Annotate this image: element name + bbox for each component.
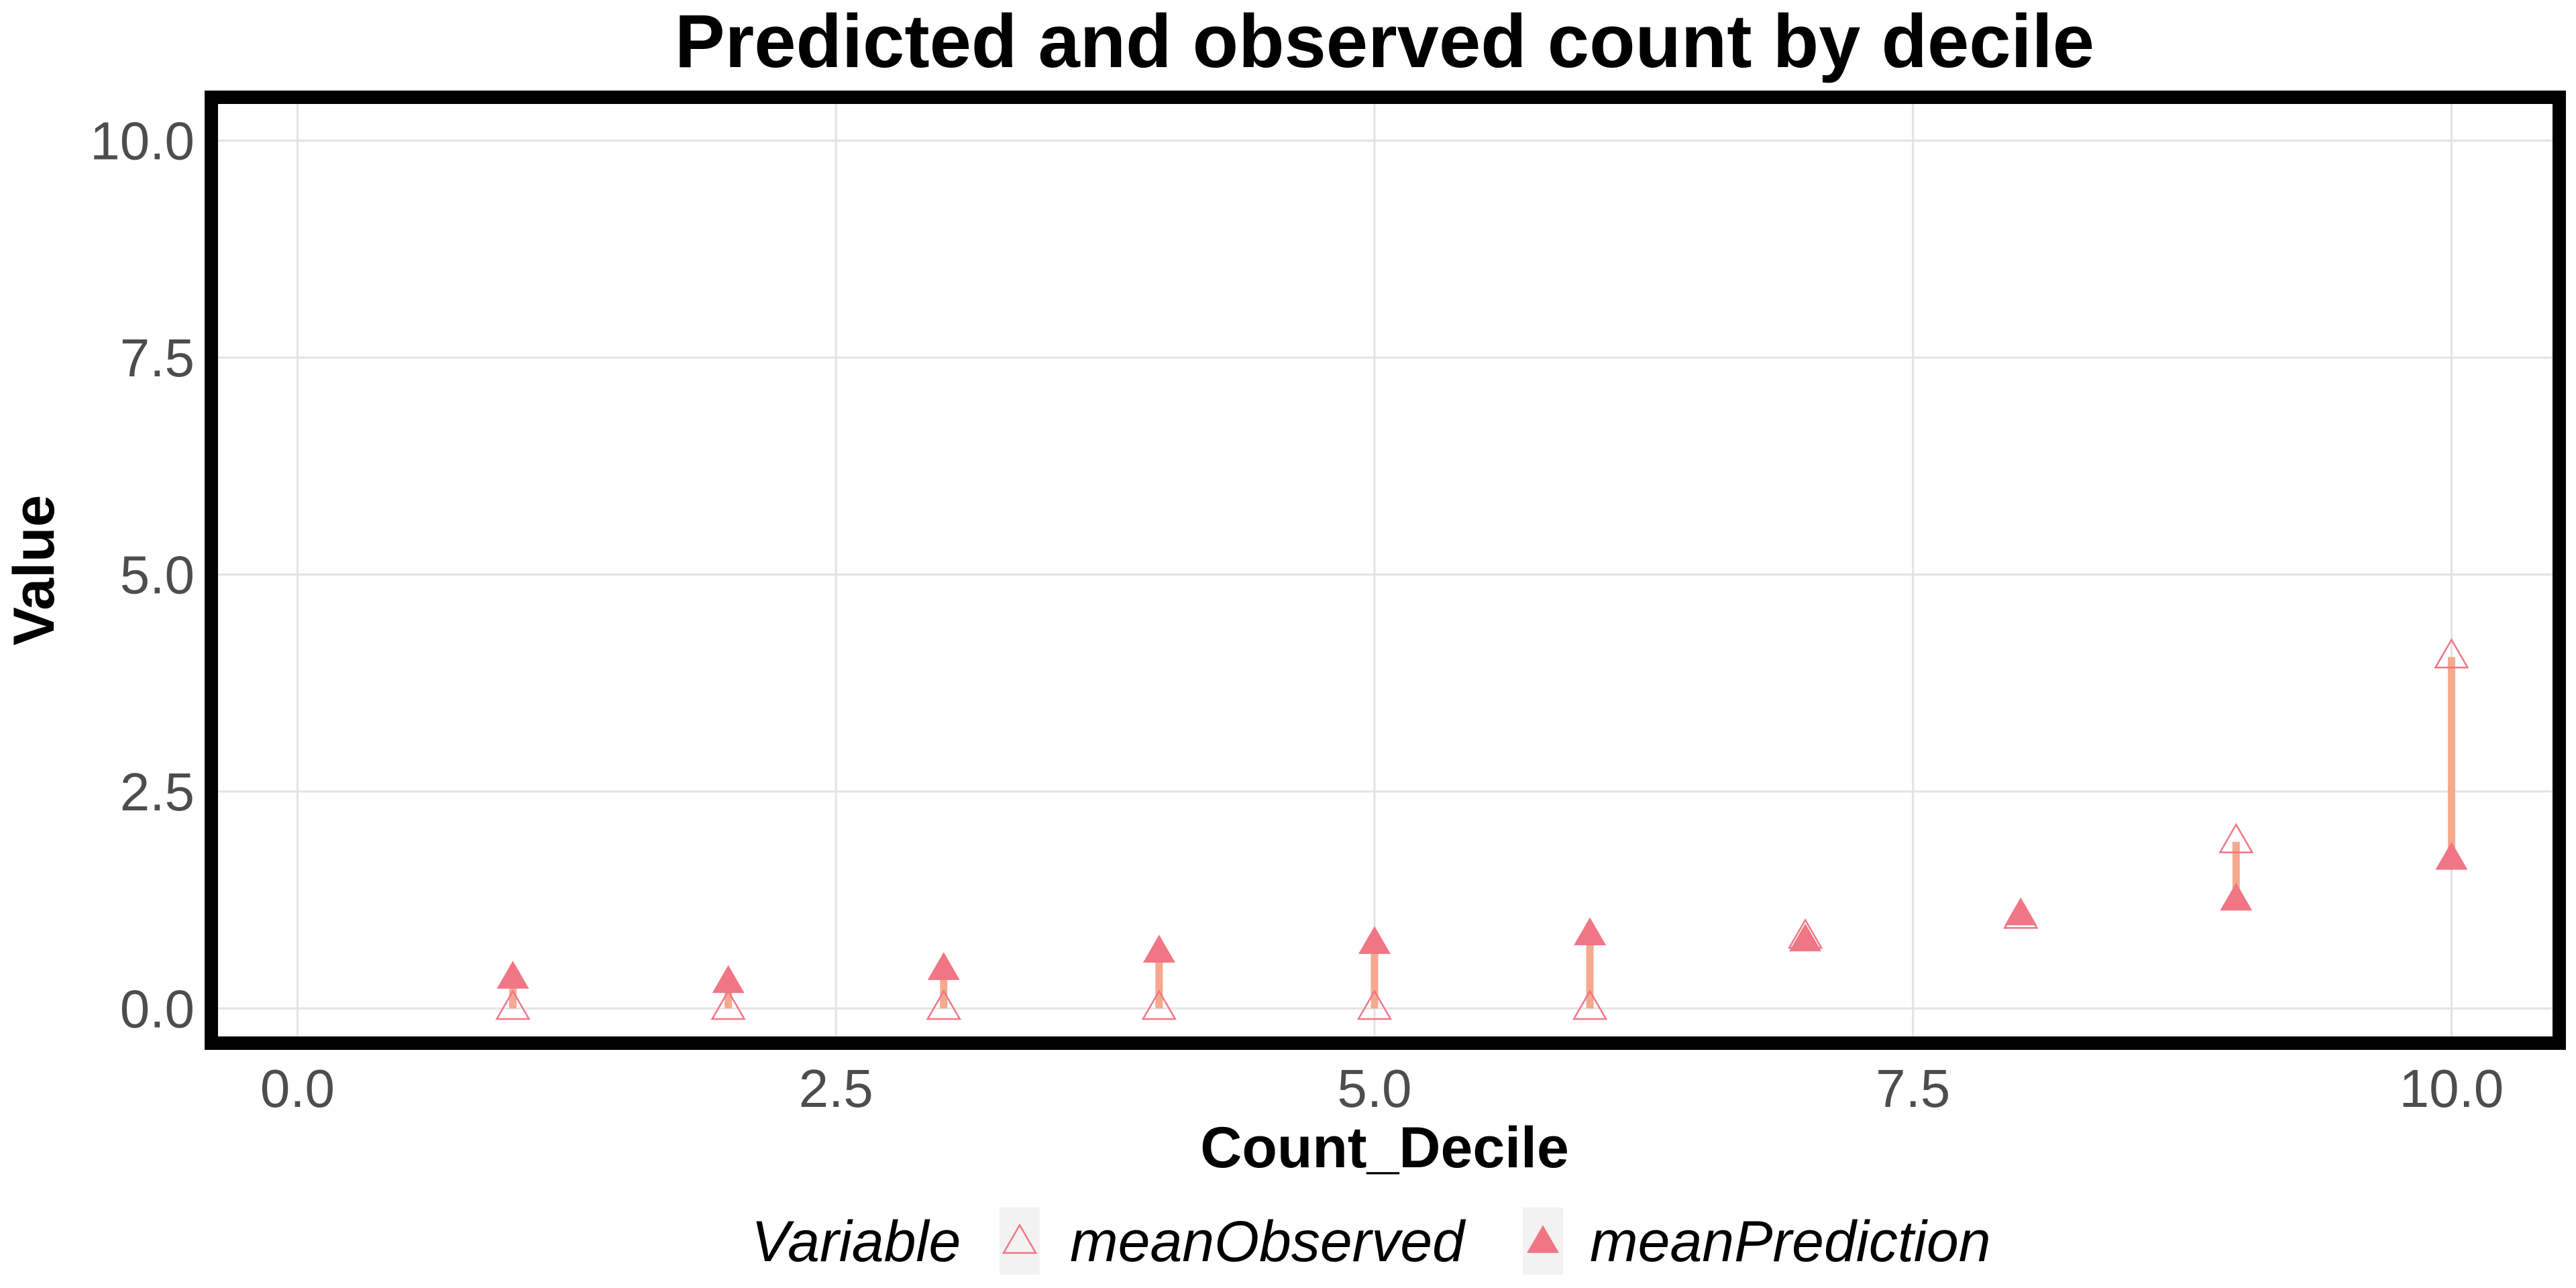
legend-label-meanObserved: meanObserved [1070, 1210, 1466, 1274]
point-meanObserved [1572, 989, 1608, 1020]
y-axis-title: Value [2, 495, 66, 646]
point-meanPrediction [496, 961, 529, 989]
points [495, 638, 2469, 1020]
y-tick-label: 10.0 [90, 111, 195, 171]
legend: Variable meanObserved meanPrediction [751, 1208, 1991, 1275]
point-meanPrediction [1574, 917, 1607, 946]
x-tick-label: 2.5 [799, 1059, 873, 1118]
point-meanObserved [710, 989, 746, 1020]
point-meanPrediction [2004, 897, 2037, 926]
y-tick-label: 2.5 [120, 762, 195, 822]
segments [509, 657, 2455, 1009]
y-tick-label: 7.5 [120, 328, 195, 388]
panel-border [205, 91, 2566, 1050]
x-tick-label: 0.0 [260, 1059, 335, 1118]
point-meanObserved [926, 989, 961, 1020]
point-meanObserved [1356, 989, 1393, 1020]
point-meanPrediction [1789, 923, 1822, 952]
legend-title: Variable [751, 1210, 961, 1274]
point-meanObserved [495, 989, 531, 1020]
x-tick-label: 10.0 [2400, 1059, 2504, 1118]
y-tick-labels: 0.0 2.5 5.0 7.5 10.0 [90, 111, 195, 1039]
legend-marker-meanPrediction [1527, 1225, 1559, 1253]
point-meanPrediction [712, 965, 745, 994]
point-meanObserved [2218, 822, 2254, 853]
x-tick-label: 5.0 [1337, 1059, 1411, 1118]
point-meanObserved [1141, 989, 1177, 1020]
grid [211, 97, 2559, 1043]
x-tick-label: 7.5 [1876, 1059, 1950, 1118]
point-meanPrediction [1142, 934, 1175, 963]
x-axis-title: Count_Decile [1200, 1116, 1569, 1180]
x-tick-labels: 0.0 2.5 5.0 7.5 10.0 [260, 1059, 2504, 1118]
y-tick-label: 0.0 [120, 979, 195, 1038]
legend-label-meanPrediction: meanPrediction [1590, 1210, 1991, 1274]
y-tick-label: 5.0 [120, 545, 195, 604]
legend-marker-meanObserved [1002, 1223, 1038, 1254]
chart-title: Predicted and observed count by decile [675, 0, 2094, 83]
point-meanPrediction [2435, 841, 2468, 870]
legend-key-bg-observed [1000, 1208, 1040, 1275]
point-meanPrediction [2220, 882, 2253, 911]
point-meanObserved [2434, 638, 2469, 669]
point-meanPrediction [1358, 926, 1391, 955]
point-meanPrediction [927, 952, 960, 980]
